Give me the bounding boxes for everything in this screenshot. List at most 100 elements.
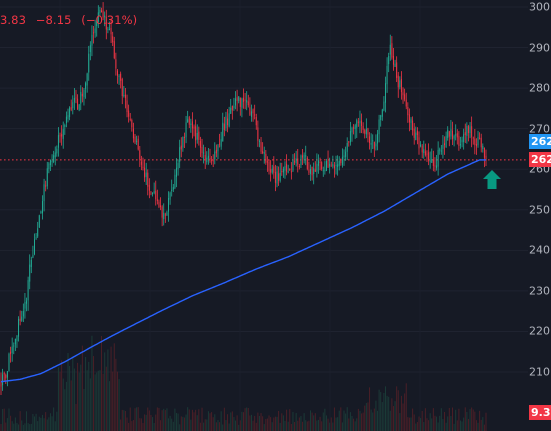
candle-body [485, 155, 487, 161]
candle-body [447, 129, 449, 138]
volume-bar [78, 372, 80, 431]
candle-body [134, 136, 136, 143]
volume-bar [193, 412, 195, 431]
volume-bar [290, 423, 292, 431]
candle-body [361, 120, 363, 127]
candle-body [112, 36, 114, 43]
volume-bar [86, 370, 88, 431]
volume-bar [303, 413, 305, 431]
candle-body [108, 29, 110, 31]
candle-body [177, 163, 179, 170]
candle-body [365, 128, 367, 135]
candle-body [104, 15, 106, 18]
volume-bar [236, 415, 238, 431]
candle-body [19, 318, 21, 321]
candle-body [54, 152, 56, 158]
volume-bar [404, 393, 406, 431]
candle-body [211, 159, 213, 161]
volume-bar [204, 419, 206, 431]
volume-bar [453, 423, 455, 431]
volume-bar [153, 423, 155, 431]
candle-body [389, 44, 391, 55]
candle-body [27, 280, 29, 301]
candle-body [456, 133, 458, 138]
candle-body [279, 172, 281, 181]
volume-bar [343, 410, 345, 431]
candle-body [11, 346, 13, 353]
volume-bar [32, 413, 34, 431]
volume-bar [349, 412, 351, 431]
volume-bar [24, 423, 26, 431]
volume-bar [5, 422, 7, 431]
volume-bar [144, 414, 146, 431]
candle-body [370, 142, 372, 145]
volume-bar [179, 424, 181, 431]
candle-body [81, 93, 83, 97]
candle-body [453, 135, 455, 139]
candle-body [70, 107, 72, 110]
volume-bar [99, 370, 101, 431]
candle-body [97, 12, 99, 22]
candle-body [214, 151, 216, 160]
candle-body [348, 141, 350, 143]
volume-bar [88, 361, 90, 431]
volume-bar [255, 422, 257, 431]
candle-body [380, 115, 382, 120]
volume-bar [19, 411, 21, 431]
candle-body [150, 192, 152, 194]
volume-bar [30, 423, 32, 431]
volume-bar [93, 356, 95, 431]
volume-bar [241, 411, 243, 431]
candle-body [235, 98, 237, 106]
volume-bar [97, 370, 99, 431]
candle-body [41, 201, 43, 214]
price-tick-label: 210 [529, 365, 550, 379]
candle-body [86, 73, 88, 86]
volume-bar [400, 395, 402, 431]
candle-body [439, 149, 441, 151]
candle-body [121, 79, 123, 96]
volume-bar [70, 380, 72, 431]
candle-body [482, 145, 484, 149]
volume-bar [112, 371, 114, 431]
volume-bar [437, 422, 439, 431]
candle-body [148, 185, 150, 191]
candle-body [185, 122, 187, 138]
volume-bar [126, 417, 128, 431]
volume-bar [180, 416, 182, 431]
volume-bar [383, 392, 385, 431]
volume-bar [316, 420, 318, 431]
volume-bar [321, 421, 323, 431]
volume-bar [356, 418, 358, 431]
volume-bar [145, 414, 147, 431]
volume-bar [322, 412, 324, 431]
volume-bar [428, 420, 430, 431]
candle-body [40, 211, 42, 214]
candle-body [258, 140, 260, 142]
volume-bar [287, 421, 289, 431]
candle-body [359, 121, 361, 124]
volume-bar [81, 345, 83, 431]
candle-body [461, 139, 463, 143]
candle-body [62, 129, 64, 139]
price-tick-label: 300 [529, 0, 550, 14]
candle-body [464, 132, 466, 136]
candle-body [333, 165, 335, 169]
volume-bar [472, 409, 474, 431]
candle-body [204, 154, 206, 161]
volume-bar [377, 410, 379, 431]
candle-body [38, 215, 40, 228]
candle-body [80, 91, 82, 104]
candle-body [337, 164, 339, 168]
volume-bar [142, 422, 144, 431]
volume-bar [8, 408, 10, 431]
chart-grid [0, 6, 528, 373]
candle-body [322, 170, 324, 172]
volume-bar [447, 416, 449, 431]
candle-body [128, 110, 130, 117]
volume-bar [278, 410, 280, 431]
volume-bar [346, 407, 348, 431]
candle-body [246, 100, 248, 103]
candle-body [16, 335, 18, 341]
